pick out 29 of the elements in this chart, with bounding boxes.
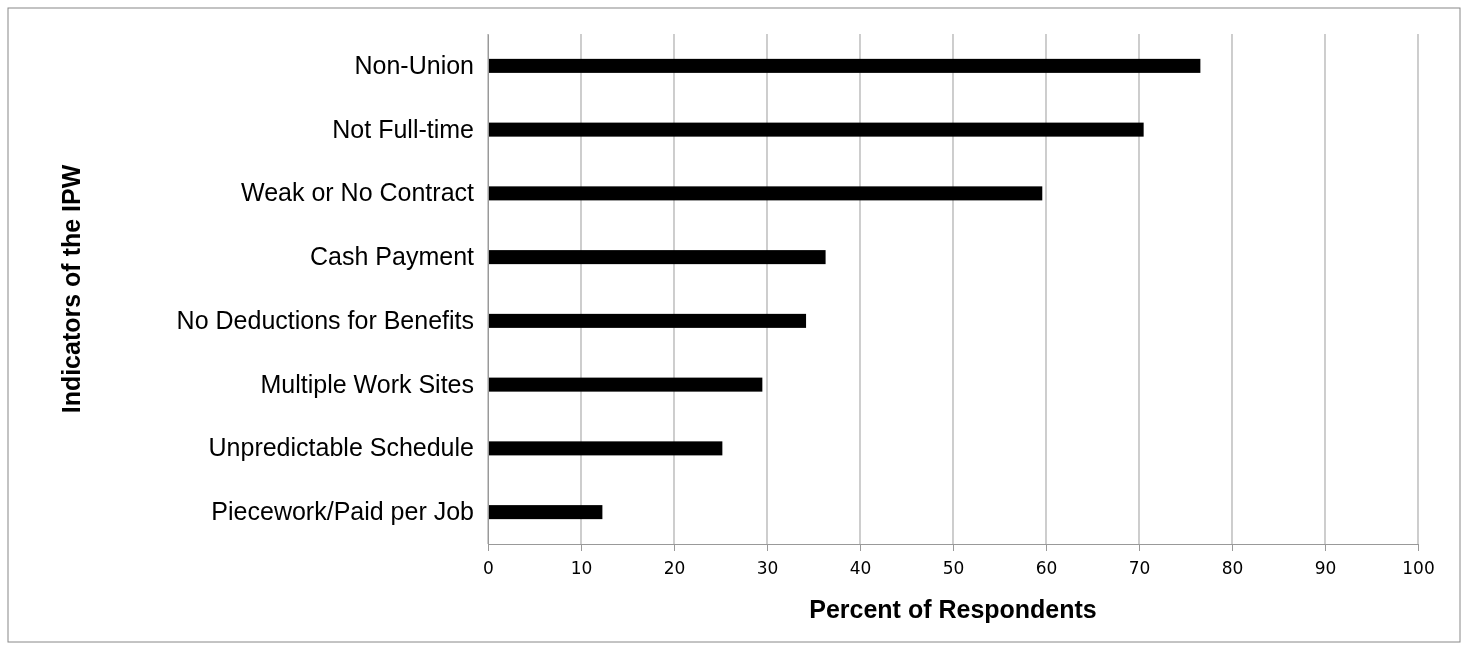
bar bbox=[488, 313, 807, 328]
x-tick-label: 80 bbox=[1221, 558, 1244, 579]
x-tick-label: 100 bbox=[1402, 558, 1435, 579]
x-tick-label: 50 bbox=[942, 558, 965, 579]
y-axis-title: Indicators of the IPW bbox=[57, 164, 85, 414]
bar bbox=[488, 186, 1043, 201]
x-tick-label: 40 bbox=[849, 558, 872, 579]
y-tick-label: Weak or No Contract bbox=[241, 178, 475, 207]
x-tick-label: 20 bbox=[663, 558, 686, 579]
y-tick-label: Not Full-time bbox=[332, 114, 474, 143]
bar bbox=[488, 122, 1144, 137]
y-tick-label: Non-Union bbox=[354, 50, 474, 79]
bar bbox=[488, 377, 763, 392]
x-tick-label: 0 bbox=[483, 558, 494, 579]
bar bbox=[488, 58, 1201, 73]
x-tick-label: 90 bbox=[1314, 558, 1337, 579]
x-axis-title: Percent of Respondents bbox=[809, 595, 1097, 623]
bar bbox=[488, 250, 826, 265]
y-tick-label: No Deductions for Benefits bbox=[176, 305, 474, 334]
x-tick-label: 70 bbox=[1128, 558, 1151, 579]
x-tick-label: 60 bbox=[1035, 558, 1058, 579]
y-tick-label: Cash Payment bbox=[310, 242, 475, 271]
y-tick-label: Unpredictable Schedule bbox=[208, 433, 474, 462]
bar bbox=[488, 505, 603, 520]
bar bbox=[488, 441, 723, 456]
x-tick-label: 10 bbox=[570, 558, 593, 579]
y-tick-label: Multiple Work Sites bbox=[260, 369, 474, 398]
x-tick-label: 30 bbox=[756, 558, 779, 579]
y-tick-label: Piecework/Paid per Job bbox=[211, 497, 474, 526]
